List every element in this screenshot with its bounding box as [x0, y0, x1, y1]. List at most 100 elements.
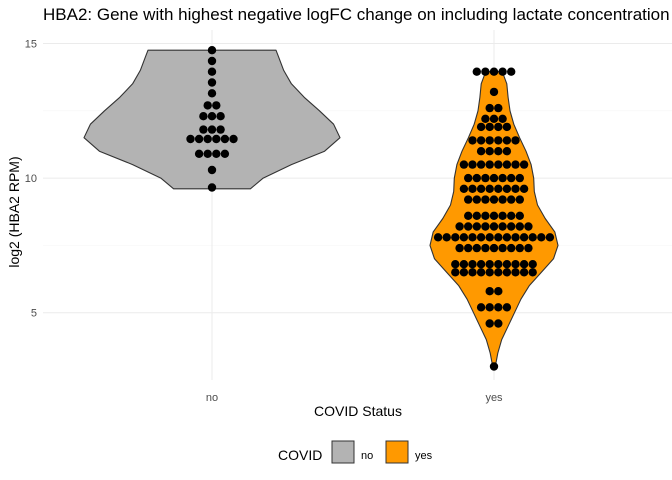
- dot-yes: [485, 303, 494, 312]
- dot-yes: [459, 184, 469, 193]
- dot-yes: [494, 184, 503, 193]
- dot-yes: [502, 122, 512, 132]
- dot-yes: [502, 147, 512, 156]
- y-axis-title: log2 (HBA2 RPM): [6, 156, 22, 267]
- dot-yes: [468, 233, 477, 242]
- dot-yes: [464, 173, 473, 183]
- dot-no: [229, 134, 238, 144]
- y-tick-label: 5: [31, 308, 37, 320]
- dot-yes: [468, 136, 477, 145]
- dot-yes: [476, 260, 486, 269]
- dot-no: [194, 149, 204, 158]
- dot-yes: [459, 260, 469, 269]
- dot-yes: [464, 222, 473, 231]
- dot-yes: [464, 195, 473, 204]
- dot-yes: [485, 319, 494, 328]
- dot-yes: [502, 260, 512, 269]
- dot-yes: [476, 233, 486, 242]
- chart-title: HBA2: Gene with highest negative logFC c…: [43, 5, 670, 24]
- dot-no: [220, 149, 230, 158]
- dot-yes: [502, 303, 512, 312]
- dot-yes: [481, 173, 490, 183]
- dot-yes: [472, 173, 481, 183]
- dot-yes: [528, 233, 537, 242]
- dot-yes: [472, 195, 481, 204]
- dot-yes: [472, 243, 481, 253]
- dot-yes: [489, 195, 499, 204]
- x-axis-title: COVID Status: [314, 403, 402, 419]
- dot-yes: [494, 319, 503, 328]
- dot-yes: [485, 160, 494, 169]
- dot-no: [203, 149, 212, 158]
- dot-yes: [507, 195, 516, 204]
- dot-yes: [528, 268, 537, 277]
- dot-yes: [515, 173, 524, 183]
- dot-yes: [511, 160, 520, 169]
- dot-yes: [481, 211, 490, 220]
- legend-title: COVID: [278, 447, 322, 463]
- dot-yes: [472, 222, 481, 231]
- dot-yes: [476, 303, 486, 312]
- dot-no: [203, 134, 212, 144]
- dot-no: [207, 89, 217, 98]
- dot-yes: [464, 243, 473, 253]
- dot-layer: [186, 46, 555, 371]
- dot-yes: [472, 211, 481, 220]
- violins: [83, 49, 559, 368]
- dot-yes: [519, 268, 529, 277]
- dot-yes: [485, 260, 494, 269]
- dot-yes: [528, 260, 537, 269]
- dot-yes: [502, 184, 512, 193]
- dot-yes: [481, 222, 490, 231]
- dot-yes: [485, 184, 494, 193]
- dot-yes: [481, 114, 490, 124]
- dot-yes: [485, 122, 494, 132]
- y-axis-ticks: 5 10 15: [25, 38, 37, 319]
- dot-no: [207, 183, 217, 192]
- dot-yes: [455, 243, 464, 253]
- dot-yes: [507, 222, 516, 231]
- dot-yes: [489, 173, 499, 183]
- dot-no: [199, 112, 208, 121]
- dot-yes: [511, 260, 520, 269]
- dot-no: [216, 112, 225, 121]
- dot-yes: [485, 103, 494, 113]
- dot-yes: [485, 268, 494, 277]
- dot-yes: [498, 195, 507, 204]
- dot-no: [194, 134, 204, 144]
- dot-yes: [494, 122, 503, 132]
- dot-yes: [507, 243, 516, 253]
- dot-yes: [494, 103, 503, 113]
- dot-yes: [515, 195, 524, 204]
- y-tick-label: 15: [25, 38, 37, 50]
- dot-yes: [489, 114, 499, 124]
- dot-yes: [494, 287, 503, 296]
- dot-yes: [451, 268, 460, 277]
- dot-yes: [476, 147, 486, 156]
- dot-yes: [519, 233, 529, 242]
- dot-no: [199, 125, 208, 134]
- dot-yes: [489, 67, 499, 76]
- dot-yes: [507, 211, 516, 220]
- x-tick-label: no: [206, 392, 218, 404]
- dot-yes: [494, 260, 503, 269]
- dot-yes: [537, 233, 546, 242]
- dot-yes: [476, 122, 486, 132]
- dot-yes: [494, 160, 503, 169]
- dot-yes: [519, 160, 529, 169]
- dot-yes: [433, 233, 443, 242]
- dot-yes: [468, 160, 477, 169]
- dot-yes: [524, 222, 533, 231]
- dot-yes: [515, 222, 524, 231]
- dot-yes: [494, 233, 503, 242]
- y-tick-label: 10: [25, 173, 37, 185]
- dot-yes: [485, 233, 494, 242]
- legend: COVID no yes: [278, 440, 433, 464]
- dot-yes: [502, 268, 512, 277]
- dot-yes: [519, 260, 529, 269]
- dot-no: [203, 101, 212, 110]
- dot-yes: [502, 136, 512, 145]
- dot-yes: [489, 243, 499, 253]
- dot-yes: [511, 184, 520, 193]
